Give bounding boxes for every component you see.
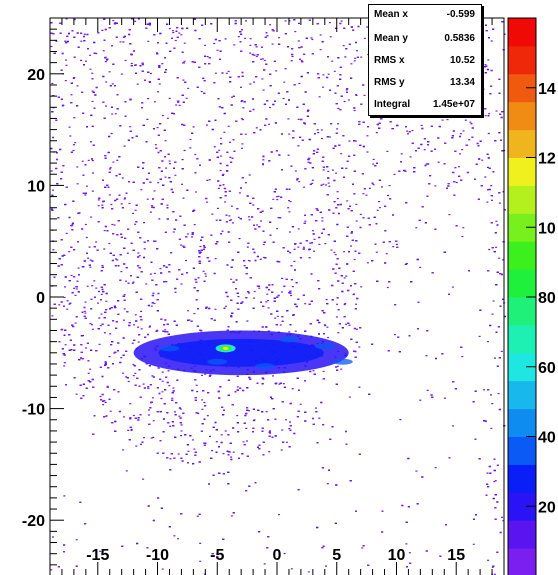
- stats-label: Mean y: [374, 33, 408, 44]
- colorbar-tick-label: 20: [538, 499, 556, 516]
- colorbar-tick-label: 14: [538, 81, 556, 98]
- colorbar-swatch: [508, 185, 536, 214]
- x-tick-label: 0: [273, 547, 282, 564]
- colorbar-swatch: [508, 241, 536, 270]
- x-tick-label: 5: [332, 547, 341, 564]
- colorbar-tick-label: 12: [538, 151, 556, 168]
- colorbar-swatch: [508, 101, 536, 131]
- x-tick-label: 10: [388, 547, 406, 564]
- colorbar-swatch: [508, 269, 536, 298]
- colorbar-swatch: [508, 548, 536, 575]
- colorbar-swatch: [508, 157, 536, 186]
- colorbar-swatch: [508, 464, 536, 493]
- colorbar-tick-label: 80: [538, 290, 556, 307]
- stats-box: Mean x -0.599 Mean y 0.5836 RMS x 10.52 …: [368, 4, 482, 116]
- stats-label: RMS y: [374, 77, 405, 88]
- colorbar-swatch: [508, 380, 536, 410]
- colorbar-swatch: [508, 297, 536, 326]
- stats-row-integral: Integral 1.45e+07: [369, 95, 481, 115]
- colorbar-swatch: [508, 45, 536, 75]
- colorbar: 20 40 60 80 10 12 14: [507, 17, 556, 575]
- y-tick-label: -10: [22, 402, 45, 419]
- stats-label: Integral: [374, 99, 411, 110]
- core-band: [133, 330, 353, 376]
- stats-value: -0.599: [446, 9, 475, 20]
- colorbar-tick-label: 40: [538, 430, 556, 447]
- x-tick-label: 15: [447, 547, 465, 564]
- x-tick-label: -10: [146, 547, 169, 564]
- y-tick-label: 20: [27, 67, 45, 84]
- stats-value: 0.5836: [444, 33, 475, 44]
- colorbar-swatch: [508, 436, 536, 465]
- y-tick-label: -20: [22, 513, 45, 530]
- stats-label: RMS x: [374, 55, 405, 66]
- y-tick-label: 0: [36, 290, 45, 307]
- colorbar-tick-label: 60: [538, 360, 556, 377]
- stats-row-rms-y: RMS y 13.34: [369, 73, 481, 93]
- stats-row-mean-y: Mean y 0.5836: [369, 29, 481, 49]
- y-axis: -20 -10 0 10 20: [22, 17, 64, 566]
- stats-row-mean-x: Mean x -0.599: [369, 5, 481, 25]
- colorbar-swatch: [508, 129, 536, 158]
- stats-value: 10.52: [449, 55, 475, 66]
- x-tick-label: -15: [86, 547, 109, 564]
- hotspot: [215, 344, 236, 353]
- y-tick-label: 10: [27, 178, 45, 195]
- colorbar-swatch: [508, 324, 536, 354]
- colorbar-swatch: [508, 520, 536, 549]
- stats-value: 13.34: [449, 77, 475, 88]
- colorbar-tick-label: 10: [538, 220, 556, 237]
- x-tick-label: -5: [210, 547, 224, 564]
- stats-row-rms-x: RMS x 10.52: [369, 51, 481, 71]
- colorbar-swatch: [508, 18, 536, 47]
- stats-value: 1.45e+07: [433, 99, 475, 110]
- colorbar-swatch: [508, 408, 536, 437]
- stats-label: Mean x: [374, 9, 408, 20]
